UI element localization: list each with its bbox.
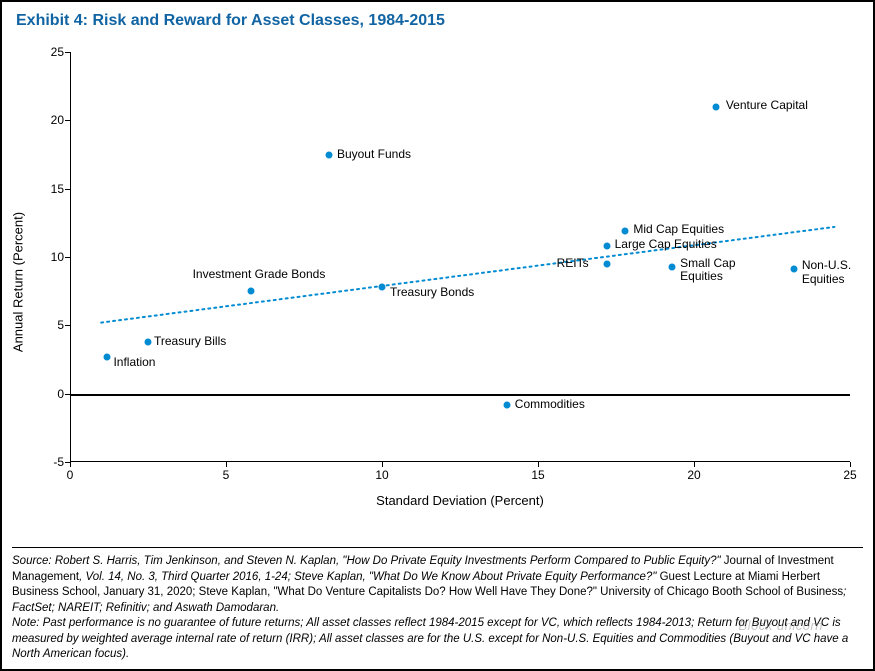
y-tick-mark — [65, 120, 70, 121]
x-tick-mark — [850, 462, 851, 467]
data-point-label: Venture Capital — [726, 98, 808, 112]
y-tick-mark — [65, 257, 70, 258]
x-tick-label: 20 — [687, 468, 700, 482]
y-tick-mark — [65, 52, 70, 53]
x-tick-label: 10 — [375, 468, 388, 482]
data-point-label: Mid Cap Equities — [633, 222, 724, 236]
data-point-label: Treasury Bonds — [390, 285, 474, 299]
x-tick-mark — [226, 462, 227, 467]
y-tick-label: 5 — [34, 318, 64, 332]
source-text-1: Source: Robert S. Harris, Tim Jenkinson,… — [12, 555, 724, 567]
scatter-plot: -505101520250510152025InflationTreasury … — [70, 52, 850, 462]
data-point-label: Non-U.S.Equities — [802, 259, 851, 287]
data-point — [379, 284, 386, 291]
y-tick-label: 20 — [34, 113, 64, 127]
data-point-label: Treasury Bills — [154, 334, 226, 348]
y-tick-mark — [65, 394, 70, 395]
data-point — [325, 151, 332, 158]
data-point — [247, 288, 254, 295]
y-tick-mark — [65, 325, 70, 326]
source-text-3: , Vol. 14, No. 3, Third Quarter 2016, 1-… — [79, 571, 659, 583]
chart-container: Exhibit 4: Risk and Reward for Asset Cla… — [0, 0, 875, 671]
data-point — [622, 228, 629, 235]
data-point-label: Buyout Funds — [337, 147, 411, 161]
data-point — [603, 260, 610, 267]
y-tick-label: -5 — [34, 455, 64, 469]
data-point — [669, 263, 676, 270]
x-tick-label: 0 — [67, 468, 74, 482]
data-point — [603, 243, 610, 250]
data-point-label: Commodities — [515, 397, 585, 411]
y-tick-label: 15 — [34, 182, 64, 196]
data-point — [104, 353, 111, 360]
x-axis-label: Standard Deviation (Percent) — [376, 493, 544, 508]
x-tick-label: 25 — [843, 468, 856, 482]
note-text: Note: Past performance is no guarantee o… — [12, 617, 848, 660]
source-text-5: University of Chicago Booth School of Bu… — [600, 586, 843, 598]
data-point-label: Large Cap Equities — [615, 237, 717, 251]
y-tick-label: 0 — [34, 387, 64, 401]
chart-area: -505101520250510152025InflationTreasury … — [70, 52, 850, 512]
data-point-label: Investment Grade Bonds — [193, 267, 326, 281]
zero-line — [70, 394, 850, 396]
chart-title: Exhibit 4: Risk and Reward for Asset Cla… — [2, 2, 873, 34]
data-point-label: Inflation — [113, 355, 155, 369]
y-tick-mark — [65, 189, 70, 190]
data-point-label: REITs — [557, 256, 589, 270]
data-point — [503, 401, 510, 408]
y-tick-label: 25 — [34, 45, 64, 59]
x-tick-mark — [694, 462, 695, 467]
source-note: Source: Robert S. Harris, Tim Jenkinson,… — [12, 547, 863, 663]
data-point — [712, 103, 719, 110]
y-axis-line — [70, 52, 71, 462]
data-point — [790, 266, 797, 273]
x-tick-mark — [382, 462, 383, 467]
data-point-label: Small CapEquities — [680, 257, 735, 285]
data-point — [145, 338, 152, 345]
y-axis-label: Annual Return (Percent) — [11, 212, 26, 352]
x-tick-mark — [70, 462, 71, 467]
x-tick-label: 15 — [531, 468, 544, 482]
x-tick-label: 5 — [223, 468, 230, 482]
x-axis-line — [70, 461, 850, 462]
x-tick-mark — [538, 462, 539, 467]
y-tick-label: 10 — [34, 250, 64, 264]
